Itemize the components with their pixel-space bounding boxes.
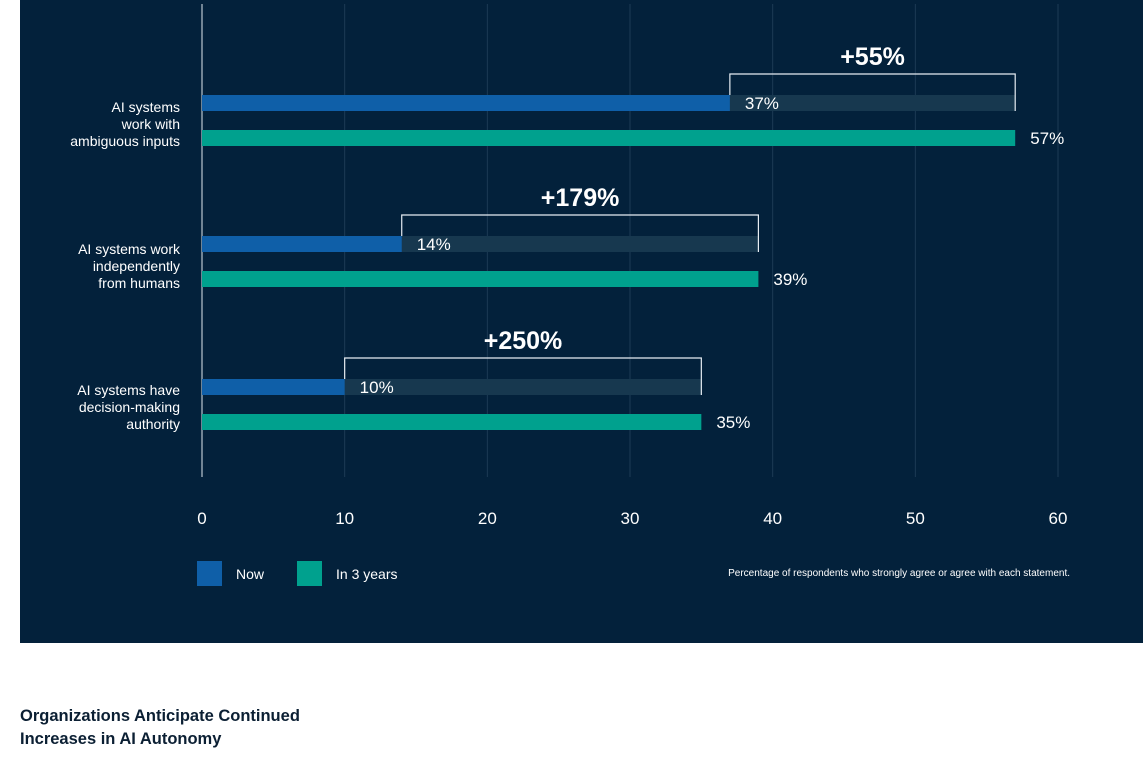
legend-swatch-now [197,561,222,586]
bar-in-3-years-3 [202,414,702,430]
legend-swatch-in-3-years [297,561,322,586]
bracket-1 [729,73,1016,111]
category-label-2: AI systems work independently from human… [78,241,180,291]
value-label-now-1: 37% [745,94,779,113]
legend-label-in-3-years: In 3 years [336,565,398,582]
value-label-now-2: 14% [417,235,451,254]
page-title: Organizations Anticipate Continued Incre… [20,707,300,748]
bar-now-3 [202,379,345,395]
chart-footnote: Percentage of respondents who strongly a… [728,568,1070,579]
legend-item-in-3-years: In 3 years [297,561,397,586]
growth-annotation-1: +55% [840,43,905,71]
growth-annotation-3: +250% [484,327,563,355]
bar-now-2 [202,236,402,252]
x-tick-label-20: 20 [478,509,497,528]
value-label-in-3-years-1: 57% [1030,129,1064,148]
value-label-in-3-years-2: 39% [773,270,807,289]
legend-label-now: Now [236,565,265,582]
category-label-1: AI systems work with ambiguous inputs [70,99,180,149]
legend-item-now: Now [197,561,264,586]
x-tick-label-50: 50 [906,509,925,528]
bracket-3 [344,357,702,395]
x-tick-label-10: 10 [335,509,354,528]
value-label-now-3: 10% [360,378,394,397]
x-tick-label-0: 0 [197,509,206,528]
x-tick-label-60: 60 [1049,509,1068,528]
bracket-2 [401,214,759,252]
category-label-3: AI systems have decision-making authorit… [77,382,180,432]
x-tick-label-30: 30 [621,509,640,528]
x-tick-label-40: 40 [763,509,782,528]
bar-in-3-years-2 [202,271,759,287]
value-label-in-3-years-3: 35% [716,413,750,432]
growth-annotation-2: +179% [541,184,620,212]
bar-now-1 [202,95,730,111]
bar-in-3-years-1 [202,130,1016,146]
chart-svg: 0 10 20 30 40 50 60 37% 57% +55% 14% 39% +179% 10% 35%… [197,4,1068,528]
